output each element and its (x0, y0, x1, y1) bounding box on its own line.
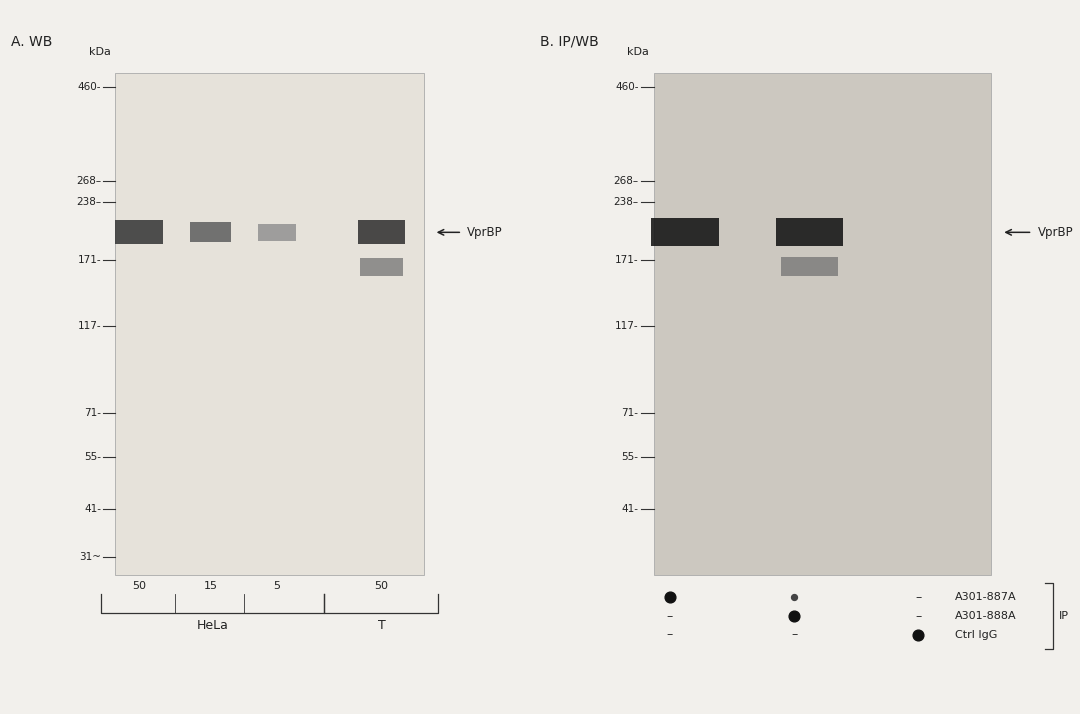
Text: 268–: 268– (76, 176, 102, 186)
Point (909, 629, 927, 640)
Text: B. IP/WB: B. IP/WB (540, 35, 598, 49)
Text: 15: 15 (203, 581, 217, 591)
Text: Ctrl IgG: Ctrl IgG (955, 630, 997, 640)
Text: IP: IP (1058, 611, 1068, 621)
Text: A301-888A: A301-888A (955, 611, 1016, 621)
Text: 117-: 117- (78, 321, 102, 331)
Bar (116, 73, 424, 575)
Text: HeLa: HeLa (197, 619, 229, 632)
Bar (651, 218, 719, 246)
Text: kDa: kDa (89, 47, 110, 57)
Bar (775, 218, 843, 246)
Text: 268–: 268– (613, 176, 638, 186)
Text: 238–: 238– (613, 197, 638, 207)
Text: 50: 50 (132, 581, 146, 591)
Text: 71-: 71- (84, 408, 102, 418)
Bar (190, 222, 231, 242)
Text: 31~: 31~ (79, 553, 102, 563)
Text: 117-: 117- (615, 321, 638, 331)
Bar (116, 221, 163, 244)
Bar (654, 73, 991, 575)
Text: 41-: 41- (84, 503, 102, 513)
Text: T: T (378, 619, 386, 632)
Point (785, 591, 802, 603)
Text: 41-: 41- (621, 503, 638, 513)
Bar (360, 258, 403, 276)
Text: VprBP: VprBP (467, 226, 502, 238)
Text: A. WB: A. WB (11, 35, 52, 49)
Bar (258, 223, 296, 241)
Text: –: – (666, 628, 673, 641)
Text: 50: 50 (375, 581, 389, 591)
Text: –: – (916, 610, 921, 623)
Text: VprBP: VprBP (1038, 226, 1074, 238)
Point (785, 610, 802, 622)
Text: 460-: 460- (78, 82, 102, 92)
Bar (357, 221, 405, 244)
Text: 55-: 55- (84, 453, 102, 463)
Text: 55-: 55- (621, 453, 638, 463)
Text: –: – (791, 628, 797, 641)
Text: 171-: 171- (78, 255, 102, 265)
Text: 171-: 171- (615, 255, 638, 265)
Text: A301-887A: A301-887A (955, 592, 1016, 602)
Text: 71-: 71- (621, 408, 638, 418)
Text: 5: 5 (273, 581, 281, 591)
Text: –: – (916, 590, 921, 604)
Text: –: – (666, 610, 673, 623)
Bar (781, 258, 838, 276)
Text: kDa: kDa (627, 47, 649, 57)
Point (661, 591, 678, 603)
Text: 460-: 460- (615, 82, 638, 92)
Text: 238–: 238– (76, 197, 102, 207)
